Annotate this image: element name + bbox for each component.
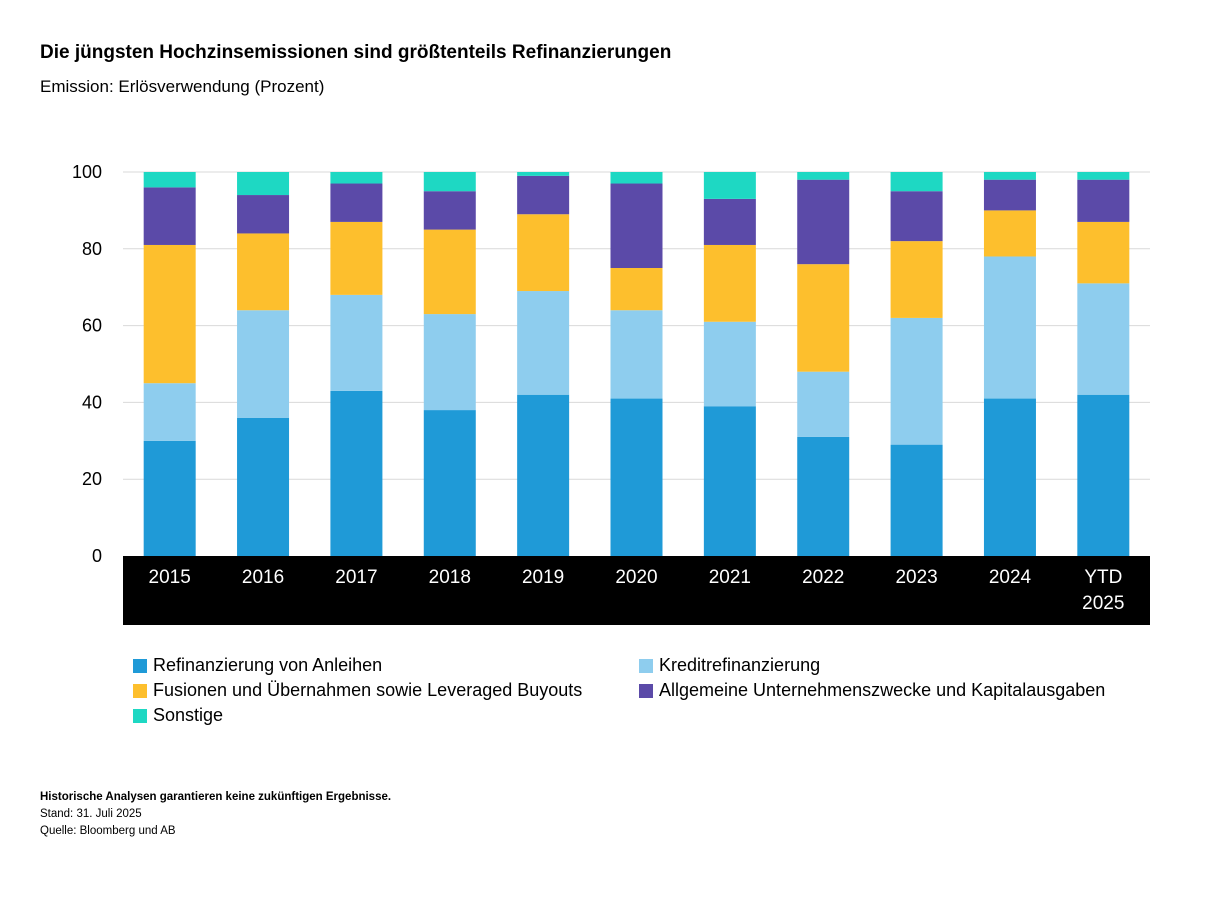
bar-segment bbox=[703, 172, 756, 199]
bar-segment bbox=[797, 371, 850, 437]
bar-segment bbox=[423, 172, 476, 192]
bar-segment bbox=[890, 444, 943, 556]
bar-segment bbox=[517, 291, 570, 395]
bar-segment bbox=[610, 183, 663, 268]
x-tick-label: 2021 bbox=[709, 567, 751, 588]
bar-segment bbox=[797, 172, 850, 180]
bar-segment bbox=[983, 398, 1036, 556]
legend-swatch bbox=[639, 658, 653, 673]
bar-segment bbox=[330, 183, 383, 222]
bar-segment bbox=[237, 417, 290, 556]
bar-segment bbox=[797, 436, 850, 556]
bar-segment bbox=[610, 172, 663, 184]
legend-item-mna-lbo: Fusionen und Übernahmen sowie Leveraged … bbox=[133, 680, 582, 701]
legend-label: Refinanzierung von Anleihen bbox=[153, 655, 383, 675]
bar-segment bbox=[517, 175, 570, 215]
y-tick-label: 0 bbox=[92, 546, 102, 566]
x-tick-label: 2020 bbox=[615, 567, 657, 588]
x-tick-label: 2024 bbox=[989, 567, 1032, 588]
bar-segment bbox=[143, 440, 196, 556]
footer-source: Quelle: Bloomberg und AB bbox=[40, 825, 176, 837]
bar-segment bbox=[703, 321, 756, 407]
bar-segment bbox=[703, 244, 756, 322]
bar-segment bbox=[423, 191, 476, 230]
bar-segment bbox=[517, 394, 570, 556]
bar-segment bbox=[890, 172, 943, 192]
x-tick-label: YTD bbox=[1084, 567, 1122, 588]
legend-item-general-corporate: Allgemeine Unternehmenszwecke und Kapita… bbox=[639, 680, 1105, 701]
bar-segment bbox=[423, 410, 476, 556]
y-tick-label: 40 bbox=[82, 392, 102, 412]
bar-segment bbox=[1077, 221, 1130, 284]
bar-segment bbox=[330, 221, 383, 295]
bar-segment bbox=[983, 172, 1036, 180]
bar-segment bbox=[703, 406, 756, 556]
legend-label: Fusionen und Übernahmen sowie Leveraged … bbox=[153, 680, 583, 700]
bar-segment bbox=[237, 172, 290, 196]
bar-segment bbox=[890, 241, 943, 318]
bar-segment bbox=[423, 314, 476, 411]
legend-swatch bbox=[133, 683, 147, 698]
legend-label: Kreditrefinanzierung bbox=[659, 655, 821, 675]
legend-label: Allgemeine Unternehmenszwecke und Kapita… bbox=[659, 680, 1106, 700]
bar-segment bbox=[610, 398, 663, 556]
chart-subtitle: Emission: Erlösverwendung (Prozent) bbox=[40, 77, 325, 96]
bar-segment bbox=[237, 310, 290, 418]
x-tick-label: 2018 bbox=[429, 567, 471, 588]
legend-swatch bbox=[133, 708, 147, 723]
x-tick-label: 2022 bbox=[802, 567, 844, 588]
bar-segment bbox=[330, 390, 383, 556]
bar-segment bbox=[143, 172, 196, 188]
bar-segment bbox=[890, 191, 943, 242]
legend-item-bond-refinancing: Refinanzierung von Anleihen bbox=[133, 655, 382, 676]
legend-item-loan-refinancing: Kreditrefinanzierung bbox=[639, 655, 820, 676]
bar-segment bbox=[237, 233, 290, 311]
footer-date: Stand: 31. Juli 2025 bbox=[40, 808, 142, 820]
x-tick-label: 2015 bbox=[149, 567, 191, 588]
y-tick-label: 20 bbox=[82, 469, 102, 489]
x-tick-label: 2023 bbox=[895, 567, 937, 588]
legend-label: Sonstige bbox=[153, 705, 224, 725]
bar-segment bbox=[1077, 172, 1130, 180]
x-tick-label: 2025 bbox=[1082, 593, 1124, 614]
y-tick-label: 80 bbox=[82, 239, 102, 259]
chart-title: Die jüngsten Hochzinsemissionen sind grö… bbox=[40, 42, 672, 63]
x-tick-label: 2017 bbox=[335, 567, 377, 588]
bar-segment bbox=[143, 187, 196, 245]
legend-item-other: Sonstige bbox=[133, 705, 223, 726]
x-tick-label: 2016 bbox=[242, 567, 284, 588]
bar-segment bbox=[610, 310, 663, 399]
bar-segment bbox=[890, 317, 943, 445]
stacked-bar-chart: 0 20 40 60 80 100 2015 2016 2017 2018 2019 2020 2021… bbox=[72, 162, 1150, 625]
y-tick-label: 60 bbox=[82, 316, 102, 336]
bar-segment bbox=[610, 268, 663, 311]
footer-disclaimer: Historische Analysen garantieren keine z… bbox=[40, 791, 392, 803]
x-axis-band bbox=[123, 556, 1150, 625]
bar-segment bbox=[703, 198, 756, 245]
bar-segment bbox=[797, 264, 850, 372]
legend-swatch bbox=[133, 658, 147, 673]
x-tick-label: 2019 bbox=[522, 567, 564, 588]
bar-segment bbox=[517, 214, 570, 292]
bar-segment bbox=[330, 172, 383, 184]
bar-segment bbox=[1077, 179, 1130, 222]
bar-segment bbox=[237, 195, 290, 234]
bar-segment bbox=[517, 172, 570, 176]
bar-segment bbox=[983, 210, 1036, 257]
y-tick-label: 100 bbox=[72, 162, 102, 182]
bar-segment bbox=[143, 244, 196, 384]
bar-segment bbox=[1077, 283, 1130, 395]
bar-segment bbox=[983, 256, 1036, 399]
bar-segment bbox=[330, 294, 383, 391]
footer: Historische Analysen garantieren keine z… bbox=[40, 789, 391, 840]
bar-segment bbox=[797, 179, 850, 265]
bar-segment bbox=[423, 229, 476, 315]
bar-segment bbox=[1077, 394, 1130, 556]
bar-segment bbox=[983, 179, 1036, 211]
bar-segment bbox=[143, 383, 196, 441]
legend-swatch bbox=[639, 683, 653, 698]
